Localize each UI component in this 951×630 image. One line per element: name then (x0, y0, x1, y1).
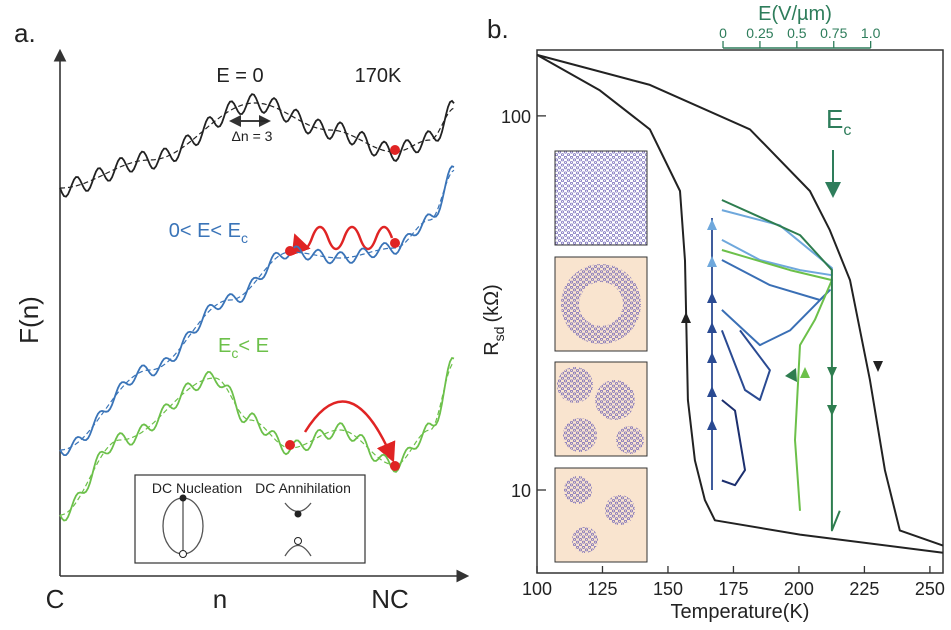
series-line (536, 53, 944, 547)
series-line (720, 329, 771, 401)
panel-label: a. (14, 18, 36, 48)
inset-image (554, 150, 648, 246)
text: 0< E< E (169, 220, 241, 242)
inset-image (554, 467, 648, 563)
inset-image (554, 361, 648, 457)
energy-curve (59, 165, 455, 456)
series-line (721, 399, 746, 487)
panel-label: b. (487, 14, 509, 44)
arrowhead (800, 367, 810, 378)
domain (616, 426, 644, 454)
x2-label: E(V/µm) (758, 3, 832, 25)
x-tick-label: 150 (653, 579, 683, 599)
node (179, 494, 187, 502)
x-label: Temperature(K) (671, 601, 810, 623)
x-tick-label: 225 (849, 579, 879, 599)
arrowhead (785, 368, 797, 382)
state-dot (390, 145, 400, 155)
series-line (721, 259, 831, 347)
state-dot (285, 440, 295, 450)
domain (563, 418, 597, 452)
x2-tick-label: 1.0 (861, 25, 881, 41)
envelope (60, 102, 455, 189)
text: (kΩ) (481, 284, 503, 322)
domain (557, 367, 593, 403)
x2-tick-label: 0 (719, 25, 727, 41)
schematic-curves (59, 93, 455, 522)
series-line (721, 199, 841, 532)
annotation: E = 0 (216, 65, 263, 87)
domain (564, 476, 592, 504)
inset-label: DC Annihilation (255, 480, 351, 496)
inset-image (554, 256, 648, 352)
subscript: sd (491, 327, 507, 342)
node (179, 550, 187, 558)
node (294, 537, 302, 545)
arrow (303, 400, 396, 463)
x-tick-label: 100 (522, 579, 552, 599)
arrowhead (707, 419, 717, 430)
x2-tick-label: 0.75 (820, 25, 847, 41)
domain (579, 282, 623, 326)
arrowhead (873, 361, 883, 372)
x-tick-label: 175 (718, 579, 748, 599)
inset-label: DC Nucleation (152, 480, 242, 496)
arrowhead (707, 256, 717, 267)
energy-curve (59, 93, 455, 198)
arrowhead (827, 367, 837, 378)
arrowhead (707, 292, 717, 303)
energy-curve (59, 356, 455, 522)
annotation: 170K (355, 65, 402, 87)
arrowhead (681, 312, 691, 323)
x-tick-label: 125 (587, 579, 617, 599)
x2-tick-label: 0.25 (746, 25, 773, 41)
x-label: NC (371, 584, 409, 614)
subscript: c (241, 230, 248, 246)
state-dot (285, 246, 295, 256)
arrowhead (707, 219, 717, 230)
x2-tick-label: 0.5 (787, 25, 807, 41)
envelope (59, 169, 455, 451)
panel-b: b. Rsd(kΩ) Temperature(K) E(V/µm) Ec 100… (481, 3, 945, 623)
domain (572, 527, 598, 553)
x-label: n (213, 584, 227, 614)
inset-box (134, 474, 366, 564)
series-line (721, 249, 833, 511)
series-line (536, 54, 944, 554)
arrowhead (707, 386, 717, 397)
annotation: Ec< E (218, 335, 269, 361)
arrowhead (707, 322, 717, 333)
text: E (826, 104, 843, 134)
x-label: C (46, 584, 65, 614)
y-tick-label: 100 (501, 107, 531, 127)
domain (595, 380, 635, 420)
annotation: Δn = 3 (232, 128, 273, 144)
domain (605, 495, 635, 525)
branch-icon (284, 544, 312, 557)
arrowhead (707, 352, 717, 363)
y-label: Rsd (kΩ) (481, 284, 507, 356)
text: E (218, 335, 231, 357)
x-tick-label: 200 (784, 579, 814, 599)
state-dot (390, 238, 400, 248)
plot-frame (536, 49, 944, 574)
arrowhead (827, 405, 837, 416)
state-dot (390, 461, 400, 471)
text: R (481, 341, 503, 355)
y-tick-label: 10 (511, 481, 531, 501)
annotation: Ec (826, 104, 851, 139)
annotation: 0< E< Ec (169, 220, 248, 246)
y-label: F(n) (14, 296, 44, 344)
node (294, 510, 302, 518)
panel-a: a. F(n) C n NC E = 0 170K Δn = 3 0< E< E… (14, 18, 470, 614)
arrow (291, 225, 394, 256)
subscript: c (231, 345, 238, 361)
text: < E (238, 335, 269, 357)
x-tick-label: 250 (915, 579, 945, 599)
subscript: c (843, 122, 851, 139)
